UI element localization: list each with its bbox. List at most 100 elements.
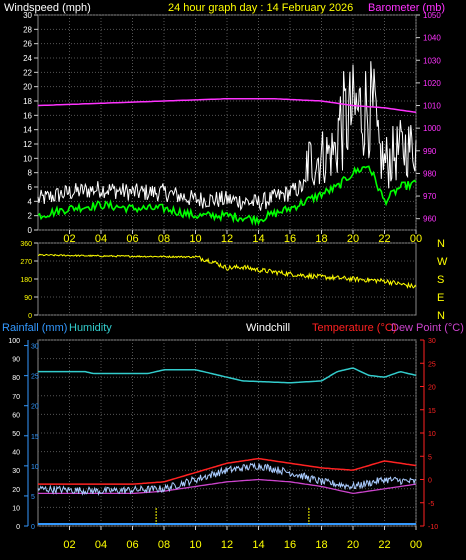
- time-tick-label: 00: [410, 233, 422, 245]
- rainfall-tick-label: 25: [31, 374, 39, 381]
- windchill-label: Windchill: [246, 322, 290, 334]
- humidity-tick-label: 0: [16, 524, 20, 531]
- windspeed-label: Windspeed (mph): [4, 2, 91, 14]
- time-tick-label: 10: [189, 539, 201, 551]
- wind-tick-label: 16: [23, 111, 32, 120]
- temperature-tick-label: 10: [428, 431, 436, 438]
- temperature-tick-label: 15: [428, 408, 436, 415]
- rainfall-axis: 0 5 10 15 20 25 30: [24, 340, 39, 531]
- time-tick-label: 12: [221, 233, 233, 245]
- time-tick-label: 16: [284, 233, 296, 245]
- direction-tick-label: 360: [20, 241, 32, 248]
- humidity-axis: 0 10 20 30 40 50 60 70 80 90 100: [8, 338, 20, 531]
- baro-tick-label: 990: [423, 147, 437, 156]
- wind-average-line: [37, 165, 417, 227]
- humidity-tick-label: 10: [12, 505, 20, 512]
- wind-tick-label: 12: [23, 140, 32, 149]
- bottom-time-axis: 02 04 06 08 10 12 14 16 18 20 22 00: [63, 526, 422, 551]
- humidity-tick-label: 20: [12, 487, 20, 494]
- time-tick-label: 02: [63, 233, 75, 245]
- time-tick-label: 00: [410, 539, 422, 551]
- direction-tick-label: 0: [28, 313, 32, 320]
- time-tick-label: 20: [347, 539, 359, 551]
- humidity-tick-label: 100: [8, 338, 20, 345]
- time-tick-label: 14: [252, 233, 264, 245]
- temperature-tick-label: -5: [428, 501, 434, 508]
- wind-tick-label: 14: [23, 126, 32, 135]
- temperature-axis: -10 -5 0 5 10 15 20 25 30: [420, 338, 438, 531]
- time-tick-label: 10: [189, 233, 201, 245]
- rainfall-tick-label: 30: [31, 344, 39, 351]
- humidity-tick-label: 60: [12, 412, 20, 419]
- time-tick-label: 16: [284, 539, 296, 551]
- time-tick-label: 04: [95, 539, 107, 551]
- wind-tick-label: 30: [23, 11, 32, 20]
- wind-tick-label: 8: [28, 169, 33, 178]
- top-series: [37, 61, 417, 227]
- wind-direction-line: [37, 253, 417, 289]
- wind-tick-label: 10: [23, 154, 32, 163]
- top-time-axis: 02 04 06 08 10 12 14 16 18 20 22 00: [63, 230, 422, 245]
- time-tick-label: 12: [221, 539, 233, 551]
- direction-tick-label: 180: [20, 277, 32, 284]
- wind-tick-label: 6: [28, 183, 33, 192]
- dewpoint-label: Dew Point (°C): [391, 322, 464, 334]
- temperature-tick-label: 5: [428, 454, 432, 461]
- time-tick-label: 04: [95, 233, 107, 245]
- temperature-label: Temperature (°C): [312, 322, 396, 334]
- wind-tick-label: 22: [23, 68, 32, 77]
- temperature-tick-label: 30: [428, 338, 436, 345]
- wind-tick-label: 24: [23, 54, 32, 63]
- humidity-label: Humidity: [69, 322, 112, 334]
- temperature-tick-label: 25: [428, 361, 436, 368]
- baro-tick-label: 970: [423, 192, 437, 201]
- wind-tick-label: 20: [23, 83, 32, 92]
- humidity-tick-label: 80: [12, 375, 20, 382]
- wind-tick-label: 18: [23, 97, 32, 106]
- baro-tick-label: 1000: [423, 124, 441, 133]
- compass-label: N: [437, 238, 445, 250]
- baro-tick-label: 1010: [423, 102, 441, 111]
- baro-tick-label: 1040: [423, 34, 441, 43]
- time-tick-label: 22: [378, 539, 390, 551]
- humidity-tick-label: 40: [12, 450, 20, 457]
- direction-tick-label: 270: [20, 259, 32, 266]
- time-tick-label: 18: [315, 233, 327, 245]
- time-tick-label: 08: [158, 539, 170, 551]
- humidity-tick-label: 70: [12, 394, 20, 401]
- baro-tick-label: 1020: [423, 79, 441, 88]
- baro-tick-label: 960: [423, 215, 437, 224]
- time-tick-label: 02: [63, 539, 75, 551]
- time-tick-label: 06: [126, 539, 138, 551]
- compass-label: W: [437, 256, 448, 268]
- barometer-line: [37, 97, 417, 114]
- barometer-axis: 960 970 980 990 1000 1010 1020 1030 1040 1050: [416, 11, 441, 224]
- time-tick-label: 14: [252, 539, 264, 551]
- rainfall-tick-label: 15: [31, 434, 39, 441]
- wind-tick-label: 28: [23, 25, 32, 34]
- chart-title: 24 hour graph day : 14 February 2026: [168, 2, 353, 14]
- compass-label: N: [437, 310, 445, 322]
- time-tick-label: 20: [347, 233, 359, 245]
- humidity-tick-label: 90: [12, 357, 20, 364]
- wind-tick-label: 0: [28, 226, 33, 235]
- baro-tick-label: 980: [423, 169, 437, 178]
- compass-label: S: [437, 274, 444, 286]
- humidity-tick-label: 50: [12, 431, 20, 438]
- bottom-grid: [38, 339, 417, 527]
- rainfall-label: Rainfall (mm): [2, 322, 67, 334]
- windchill-line: [37, 462, 417, 497]
- temperature-tick-label: 20: [428, 385, 436, 392]
- humidity-tick-label: 30: [12, 468, 20, 475]
- temperature-tick-label: 0: [428, 478, 432, 485]
- time-tick-label: 18: [315, 539, 327, 551]
- barometer-label: Barometer (mb): [368, 2, 445, 14]
- rainfall-tick-label: 5: [31, 494, 35, 501]
- time-tick-label: 06: [126, 233, 138, 245]
- rainfall-tick-label: 0: [31, 524, 35, 531]
- rainfall-tick-label: 20: [31, 404, 39, 411]
